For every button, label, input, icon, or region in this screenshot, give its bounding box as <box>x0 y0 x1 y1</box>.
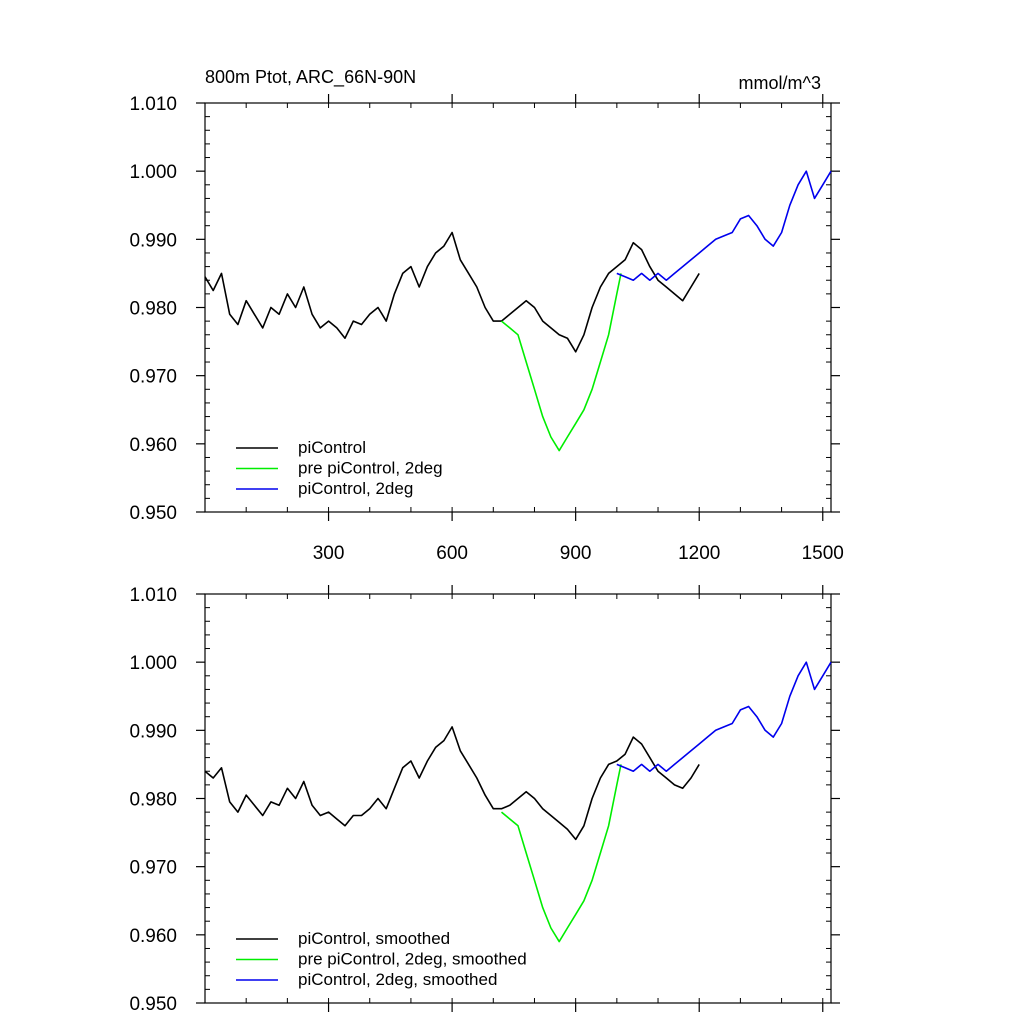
y-tick-label: 0.990 <box>129 230 177 251</box>
series-line-3 <box>616 661 832 773</box>
x-tick-label: 300 <box>313 543 345 564</box>
series-line-2 <box>500 273 622 452</box>
y-tick-label: 1.010 <box>129 94 177 115</box>
legend-label: piControl, 2deg <box>298 479 413 498</box>
legend-label: piControl, smoothed <box>298 929 450 948</box>
y-tick-label: 1.000 <box>129 162 177 183</box>
legend-label: pre piControl, 2deg <box>298 459 443 478</box>
legend-label: piControl <box>298 438 366 457</box>
y-tick-label: 0.990 <box>129 721 177 742</box>
x-tick-label: 1200 <box>678 543 720 564</box>
y-tick-label: 0.980 <box>129 299 177 320</box>
series-line-2 <box>500 764 622 943</box>
x-tick-label: 1500 <box>802 543 844 564</box>
y-tick-label: 0.950 <box>129 994 177 1015</box>
chart-panel-1: 0.950 0.960 0.970 0.980 0.990 1.000 1.010 300 60… <box>129 67 843 564</box>
y-tick-label: 1.000 <box>129 653 177 674</box>
y-tick-label: 0.970 <box>129 858 177 879</box>
y-tick-label: 0.970 <box>129 367 177 388</box>
y-tick-label: 0.980 <box>129 790 177 811</box>
legend-label: piControl, 2deg, smoothed <box>298 970 497 989</box>
y-tick-label: 0.960 <box>129 926 177 947</box>
x-tick-label: 900 <box>560 543 592 564</box>
series-line-3 <box>616 170 832 282</box>
series-line-1 <box>204 726 700 841</box>
x-tick-label: 600 <box>436 543 468 564</box>
legend-label: pre piControl, 2deg, smoothed <box>298 950 527 969</box>
chart-title: 800m Ptot, ARC_66N-90N <box>205 67 416 88</box>
y-tick-label: 1.010 <box>129 585 177 606</box>
series-line-1 <box>204 231 700 353</box>
y-tick-label: 0.950 <box>129 503 177 524</box>
chart-panel-2: 0.950 0.960 0.970 0.980 0.990 1.000 1.010 piCon… <box>129 585 840 1015</box>
y-tick-label: 0.960 <box>129 435 177 456</box>
units-label: mmol/m^3 <box>739 73 821 93</box>
